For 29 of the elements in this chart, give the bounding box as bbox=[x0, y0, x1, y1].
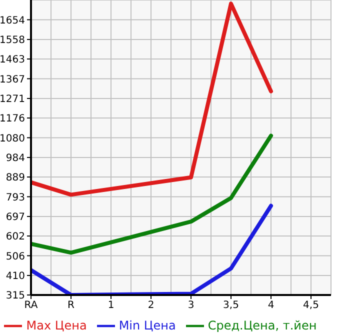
line-series bbox=[31, 2, 273, 197]
y-tick-label: 1558 bbox=[0, 35, 25, 46]
x-tick-label: 4,5 bbox=[303, 300, 319, 312]
x-tick-label: 1 bbox=[108, 300, 114, 312]
legend-label: Сред.Цена, т.йен bbox=[208, 318, 317, 332]
legend-label: Max Цена bbox=[26, 318, 87, 332]
y-tick-label: 697 bbox=[6, 212, 25, 224]
y-tick-label: 1080 bbox=[0, 133, 25, 144]
y-tick-label: 1463 bbox=[0, 54, 25, 66]
x-tick-label: 4 bbox=[268, 300, 274, 312]
x-tick-label: 2 bbox=[148, 300, 154, 312]
x-tick-label: 3,5 bbox=[223, 300, 239, 312]
y-tick-label: 984 bbox=[6, 153, 25, 164]
y-tick-label: 1271 bbox=[0, 94, 25, 106]
x-tick-label: R bbox=[68, 300, 75, 312]
y-tick-label: 506 bbox=[6, 251, 25, 262]
legend-label: Min Цена bbox=[118, 318, 176, 332]
y-tick-label: 1367 bbox=[0, 74, 25, 86]
line-series bbox=[31, 204, 273, 295]
y-tick-label: 315 bbox=[6, 290, 25, 302]
y-tick-label: 793 bbox=[6, 192, 25, 204]
y-tick-label: 410 bbox=[6, 271, 25, 282]
y-tick-label: 1176 bbox=[0, 114, 25, 125]
line-series bbox=[31, 134, 273, 255]
y-tick-label: 1654 bbox=[0, 15, 25, 26]
x-tick-label: RA bbox=[24, 300, 38, 312]
y-tick-label: 889 bbox=[6, 172, 25, 184]
y-tick-label: 602 bbox=[6, 232, 25, 243]
x-tick-label: 3 bbox=[188, 300, 194, 312]
